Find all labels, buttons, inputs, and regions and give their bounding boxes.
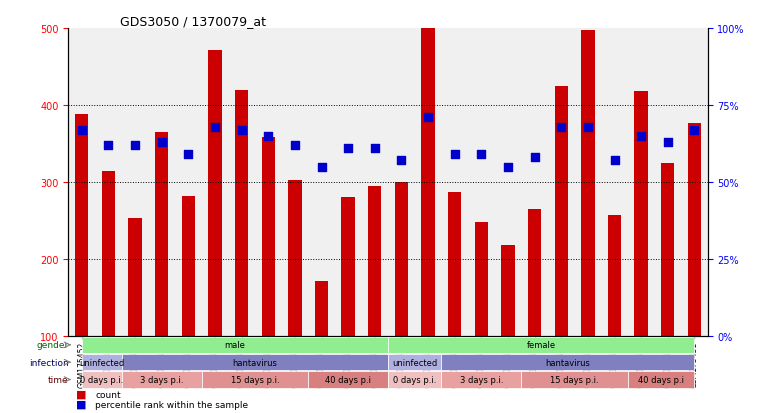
- Text: 3 days p.i.: 3 days p.i.: [460, 375, 503, 384]
- Point: [396, 158, 408, 164]
- Bar: [315, 281, 328, 336]
- FancyBboxPatch shape: [441, 354, 694, 370]
- Text: 0 days p.i.: 0 days p.i.: [393, 375, 436, 384]
- FancyBboxPatch shape: [388, 337, 694, 353]
- FancyBboxPatch shape: [81, 354, 122, 370]
- Text: 40 days p.i: 40 days p.i: [638, 375, 684, 384]
- FancyBboxPatch shape: [628, 371, 694, 388]
- Bar: [688, 123, 701, 336]
- Bar: [342, 198, 355, 336]
- Point: [368, 145, 380, 152]
- Text: hantavirus: hantavirus: [546, 358, 591, 367]
- Text: infection: infection: [29, 358, 68, 367]
- Text: GDS3050 / 1370079_at: GDS3050 / 1370079_at: [119, 15, 266, 28]
- Point: [315, 164, 327, 171]
- Point: [262, 133, 274, 140]
- FancyBboxPatch shape: [388, 354, 441, 370]
- Bar: [448, 192, 461, 336]
- FancyBboxPatch shape: [388, 371, 441, 388]
- Bar: [395, 183, 408, 336]
- Bar: [288, 180, 301, 336]
- Text: uninfected: uninfected: [392, 358, 438, 367]
- Bar: [581, 31, 594, 336]
- Text: 15 days p.i.: 15 days p.i.: [231, 375, 279, 384]
- Point: [635, 133, 647, 140]
- Bar: [155, 133, 168, 336]
- FancyBboxPatch shape: [81, 371, 122, 388]
- Text: 15 days p.i.: 15 days p.i.: [550, 375, 599, 384]
- Point: [236, 127, 248, 134]
- Text: female: female: [527, 340, 556, 349]
- Bar: [475, 223, 488, 336]
- Text: hantavirus: hantavirus: [233, 358, 277, 367]
- Bar: [75, 115, 88, 336]
- Bar: [635, 92, 648, 336]
- Text: ■: ■: [76, 389, 87, 399]
- Bar: [262, 138, 275, 336]
- Point: [289, 142, 301, 149]
- Point: [342, 145, 354, 152]
- Point: [182, 152, 194, 158]
- Text: male: male: [224, 340, 245, 349]
- Point: [129, 142, 142, 149]
- Point: [555, 124, 567, 131]
- Point: [449, 152, 461, 158]
- Bar: [182, 197, 195, 336]
- Text: 0 days p.i.: 0 days p.i.: [80, 375, 123, 384]
- Point: [209, 124, 221, 131]
- Point: [528, 155, 540, 161]
- Bar: [129, 219, 142, 336]
- Bar: [555, 87, 568, 336]
- FancyBboxPatch shape: [441, 371, 521, 388]
- Bar: [102, 171, 115, 336]
- Text: gender: gender: [37, 340, 68, 349]
- Text: count: count: [95, 389, 121, 399]
- FancyBboxPatch shape: [122, 371, 202, 388]
- FancyBboxPatch shape: [122, 354, 388, 370]
- Bar: [501, 246, 514, 336]
- Point: [422, 115, 434, 121]
- Point: [102, 142, 114, 149]
- FancyBboxPatch shape: [521, 371, 628, 388]
- Bar: [608, 216, 621, 336]
- Text: 3 days p.i.: 3 days p.i.: [140, 375, 183, 384]
- Bar: [528, 209, 541, 336]
- Point: [502, 164, 514, 171]
- Point: [581, 124, 594, 131]
- Point: [475, 152, 487, 158]
- Bar: [209, 50, 221, 336]
- Point: [688, 127, 700, 134]
- Text: time: time: [48, 375, 68, 384]
- Bar: [422, 29, 435, 336]
- Bar: [235, 90, 248, 336]
- Point: [75, 127, 88, 134]
- FancyBboxPatch shape: [308, 371, 388, 388]
- Text: uninfected: uninfected: [79, 358, 124, 367]
- Text: 40 days p.i: 40 days p.i: [325, 375, 371, 384]
- Text: percentile rank within the sample: percentile rank within the sample: [95, 400, 248, 409]
- FancyBboxPatch shape: [202, 371, 308, 388]
- Bar: [368, 186, 381, 336]
- FancyBboxPatch shape: [81, 337, 388, 353]
- Text: ■: ■: [76, 399, 87, 409]
- Point: [155, 139, 167, 146]
- Point: [661, 139, 674, 146]
- Point: [608, 158, 620, 164]
- Bar: [661, 164, 674, 336]
